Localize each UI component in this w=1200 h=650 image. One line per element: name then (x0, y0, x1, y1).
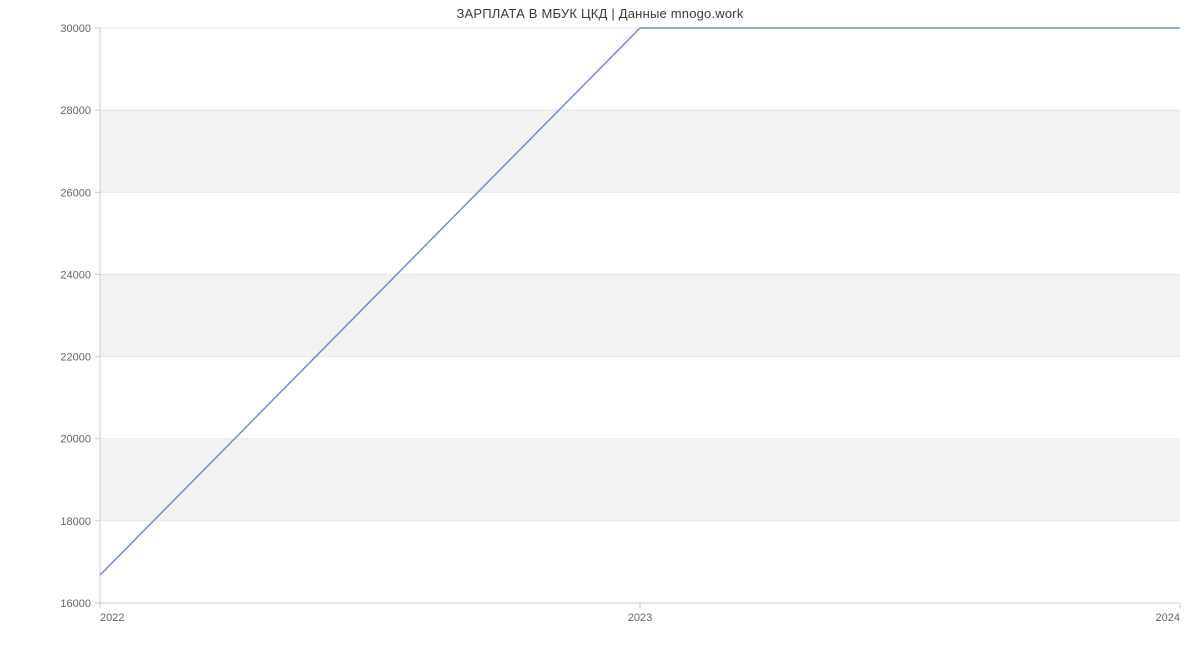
y-tick-label: 18000 (60, 516, 91, 528)
line-chart: 16000 18000 20000 22000 24000 26000 28000 30000… (0, 0, 1200, 650)
plot-band (100, 439, 1180, 521)
y-tick-label: 22000 (60, 352, 91, 364)
plot-band (100, 274, 1180, 356)
x-tick-label: 2024 (1156, 612, 1180, 624)
y-tick-label: 24000 (60, 269, 91, 281)
y-tick-label: 16000 (60, 598, 91, 610)
y-tick-label: 26000 (60, 187, 91, 199)
y-tick-label: 20000 (60, 434, 91, 446)
y-tick-label: 28000 (60, 105, 91, 117)
plot-band (100, 110, 1180, 192)
x-tick-label: 2023 (628, 612, 652, 624)
y-tick-label: 30000 (60, 23, 91, 35)
x-tick-label: 2022 (100, 612, 124, 624)
